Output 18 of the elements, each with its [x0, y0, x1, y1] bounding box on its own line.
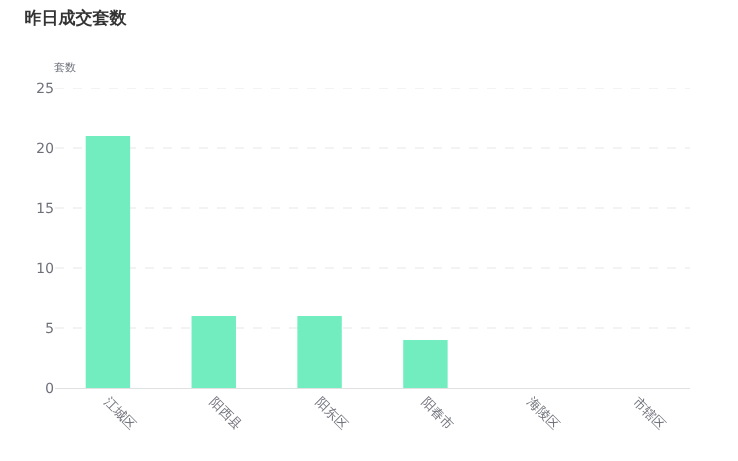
y-tick-label: 15 [36, 200, 54, 217]
y-tick-label: 0 [45, 380, 54, 397]
x-tick-label: 江城区 [100, 394, 139, 434]
x-tick-label: 阳西县 [206, 394, 245, 434]
y-tick-label: 20 [36, 140, 54, 157]
y-tick-label: 25 [36, 80, 54, 97]
x-tick-label: 海陵区 [524, 394, 562, 434]
chart-title: 昨日成交套数 [24, 8, 128, 28]
bar [297, 316, 342, 388]
bar [86, 136, 130, 388]
x-tick-label: 阳春市 [418, 394, 456, 434]
y-tick-label: 5 [45, 320, 54, 337]
y-tick-label: 10 [36, 260, 54, 277]
bar [403, 340, 448, 388]
x-tick-label: 阳东区 [312, 394, 350, 434]
bar [192, 316, 236, 388]
x-tick-label: 市辖区 [630, 394, 668, 434]
y-axis-title: 套数 [54, 61, 76, 74]
